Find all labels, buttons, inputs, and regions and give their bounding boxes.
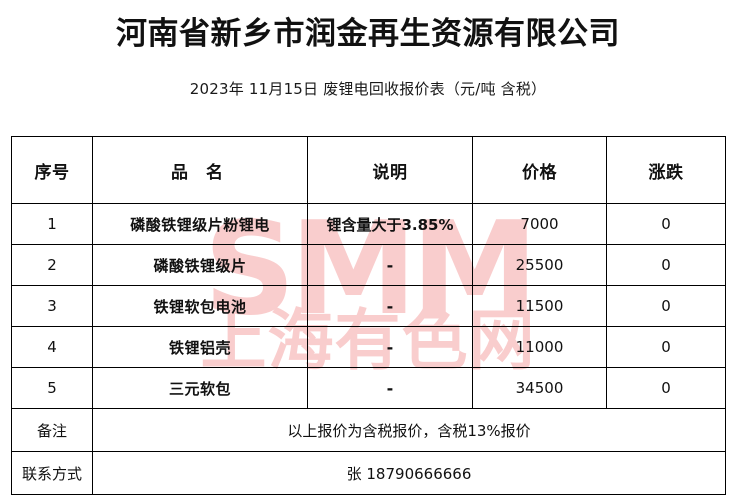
table-row: 4 铁锂铝壳 - 11000 0	[11, 326, 726, 368]
cell-description: -	[307, 285, 473, 327]
table-row: 1 磷酸铁锂级片粉锂电 锂含量大于3.85% 7000 0	[11, 203, 726, 245]
cell-description: 锂含量大于3.85%	[307, 203, 473, 245]
cell-change: 0	[606, 326, 726, 368]
cell-change: 0	[606, 285, 726, 327]
cell-index: 2	[11, 244, 93, 286]
cell-change: 0	[606, 367, 726, 409]
cell-name: 磷酸铁锂级片粉锂电	[92, 203, 308, 245]
table-header-row: 序号 品 名 说明 价格 涨跌	[11, 136, 726, 204]
cell-description: -	[307, 326, 473, 368]
table-row: 2 磷酸铁锂级片 - 25500 0	[11, 244, 726, 286]
price-table-container: 序号 品 名 说明 价格 涨跌 1 磷酸铁锂级片粉锂电 锂含量大于3.85% 7…	[11, 136, 726, 495]
column-header-description: 说明	[307, 136, 473, 204]
contact-value: 张 18790666666	[92, 451, 726, 495]
cell-description: -	[307, 367, 473, 409]
column-header-name: 品 名	[92, 136, 308, 204]
cell-name: 铁锂铝壳	[92, 326, 308, 368]
cell-change: 0	[606, 203, 726, 245]
contact-row: 联系方式 张 18790666666	[11, 451, 726, 495]
column-header-change: 涨跌	[606, 136, 726, 204]
document-header: 河南省新乡市润金再生资源有限公司 2023年 11月15日 废锂电回收报价表（元…	[0, 0, 736, 99]
cell-name: 磷酸铁锂级片	[92, 244, 308, 286]
cell-price: 7000	[472, 203, 607, 245]
column-header-price: 价格	[472, 136, 607, 204]
contact-label: 联系方式	[11, 451, 93, 495]
cell-price: 11000	[472, 326, 607, 368]
cell-name: 三元软包	[92, 367, 308, 409]
cell-name: 铁锂软包电池	[92, 285, 308, 327]
company-title: 河南省新乡市润金再生资源有限公司	[116, 16, 620, 52]
note-row: 备注 以上报价为含税报价，含税13%报价	[11, 408, 726, 452]
report-subtitle: 2023年 11月15日 废锂电回收报价表（元/吨 含税）	[189, 80, 547, 99]
cell-price: 11500	[472, 285, 607, 327]
price-table: 序号 品 名 说明 价格 涨跌 1 磷酸铁锂级片粉锂电 锂含量大于3.85% 7…	[11, 136, 726, 495]
note-value: 以上报价为含税报价，含税13%报价	[92, 408, 726, 452]
note-label: 备注	[11, 408, 93, 452]
cell-price: 25500	[472, 244, 607, 286]
cell-index: 4	[11, 326, 93, 368]
cell-description: -	[307, 244, 473, 286]
cell-index: 3	[11, 285, 93, 327]
table-row: 5 三元软包 - 34500 0	[11, 367, 726, 409]
cell-price: 34500	[472, 367, 607, 409]
column-header-index: 序号	[11, 136, 93, 204]
cell-index: 5	[11, 367, 93, 409]
cell-index: 1	[11, 203, 93, 245]
cell-change: 0	[606, 244, 726, 286]
table-row: 3 铁锂软包电池 - 11500 0	[11, 285, 726, 327]
table-body: 1 磷酸铁锂级片粉锂电 锂含量大于3.85% 7000 0 2 磷酸铁锂级片 -…	[11, 203, 726, 495]
table-header: 序号 品 名 说明 价格 涨跌	[11, 136, 726, 204]
